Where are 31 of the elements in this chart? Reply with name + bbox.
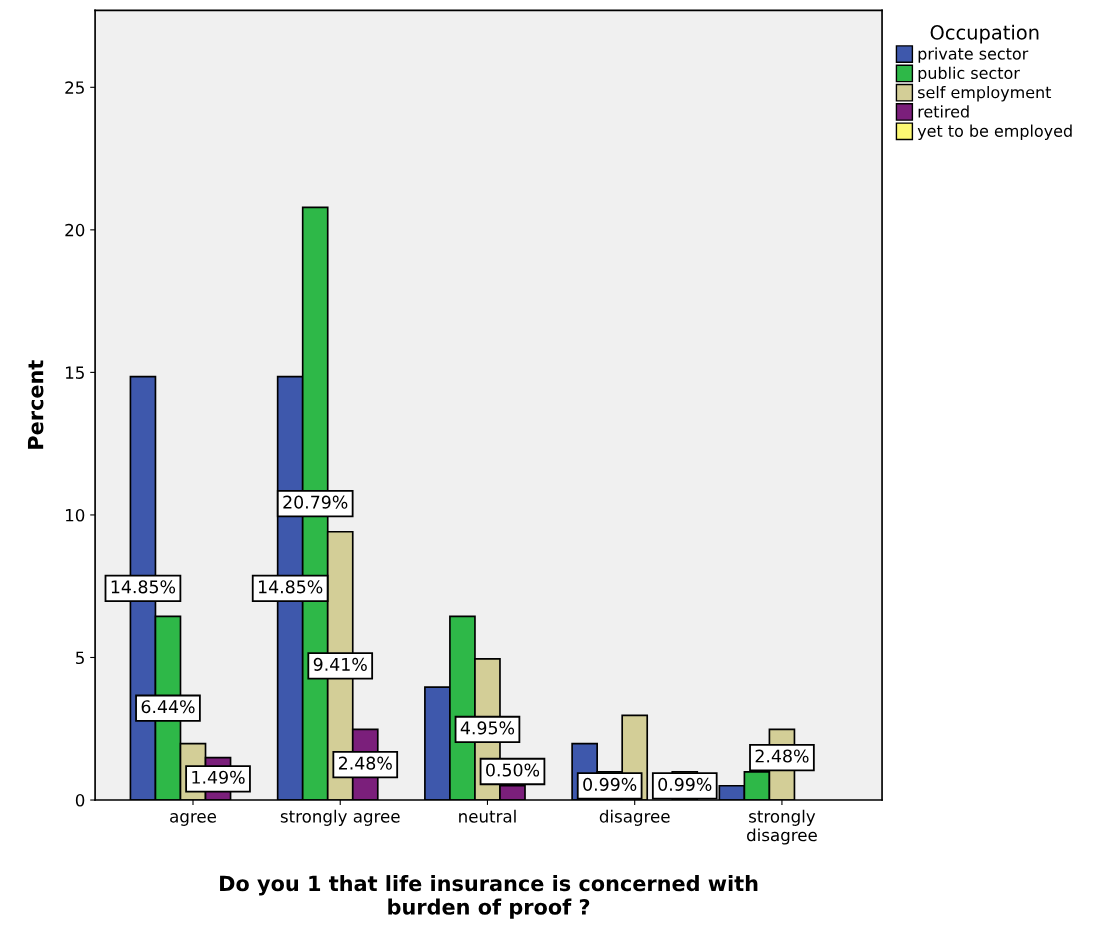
y-tick-label: 0	[75, 793, 85, 807]
x-axis-title: Do you 1 that life insurance is concerned with burden of proof ?	[220, 875, 758, 919]
y-tick-label: 15	[65, 366, 84, 379]
legend-label: private sector	[918, 47, 1029, 63]
data-label: 14.85%	[111, 580, 176, 594]
legend-label: yet to be employed	[917, 124, 1072, 140]
data-label: 14.85%	[258, 580, 323, 594]
legend-label: public sector	[918, 66, 1020, 83]
data-label: 0.99%	[583, 777, 637, 791]
data-label: 0.99%	[658, 777, 712, 791]
y-tick-label: 5	[76, 651, 84, 665]
y-tick-label: 10	[65, 508, 85, 522]
data-label: 0.50%	[486, 763, 540, 777]
x-tick-label: agree	[170, 813, 216, 826]
y-tick-label: 20	[65, 223, 85, 237]
data-label: 1.49%	[192, 770, 245, 784]
legend-label: retired	[918, 105, 969, 118]
data-label: 6.44%	[141, 700, 195, 714]
x-tick-label: strongly disagree	[747, 809, 817, 845]
data-label: 2.48%	[755, 749, 809, 763]
data-label: 4.95%	[460, 721, 515, 735]
y-axis-title: Percent	[27, 360, 44, 449]
legend-title: Occupation	[930, 24, 1039, 44]
data-label: 9.41%	[313, 657, 367, 671]
x-tick-label: disagree	[599, 809, 670, 826]
data-label: 20.79%	[283, 495, 348, 509]
x-tick-label: neutral	[459, 809, 516, 823]
x-tick-label: strongly agree	[280, 809, 400, 826]
data-label: 2.48%	[338, 756, 392, 770]
y-tick-label: 25	[65, 81, 84, 94]
legend-label: self employment	[918, 85, 1052, 102]
